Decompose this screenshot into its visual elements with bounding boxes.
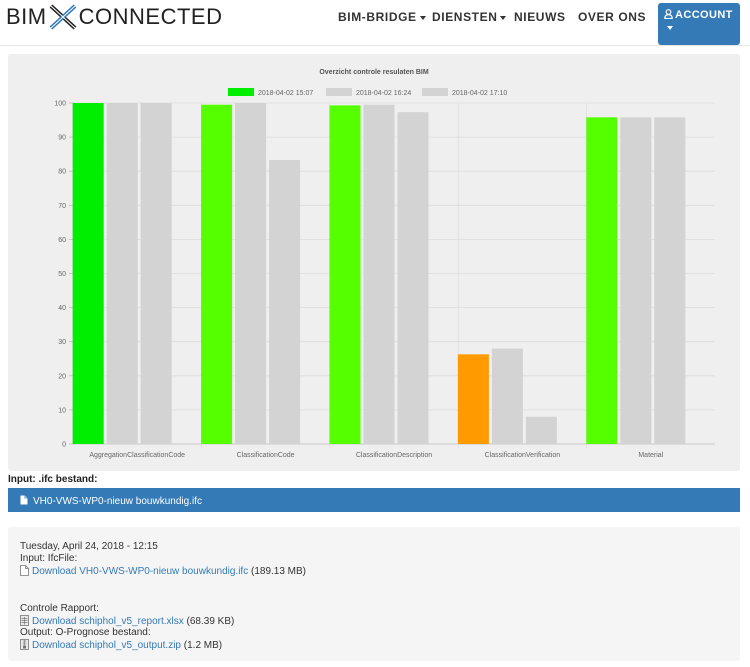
bar-4-0 xyxy=(586,117,618,445)
results-bar-chart: Overzicht controle resulaten BIM 2018-04-… xyxy=(54,69,715,459)
bar-2-2 xyxy=(397,112,429,444)
output-file-size: (1.2 MB) xyxy=(183,640,223,651)
legend-label-2: 2018-04-02 16:24 xyxy=(356,90,411,97)
result-info-panel: Tuesday, April 24, 2018 - 12:15 Input: I… xyxy=(8,527,740,661)
y-tick-label: 70 xyxy=(58,203,66,210)
x-tick-label: ClassificationVerification xyxy=(485,452,561,459)
nav-nieuws[interactable]: NIEUWS xyxy=(514,10,566,24)
y-tick-label: 60 xyxy=(58,237,66,244)
report-download-row: Download schiphol_v5_report.xlsx (68.39 … xyxy=(20,615,234,630)
bar-0-1 xyxy=(106,103,138,444)
bar-2-0 xyxy=(329,105,361,445)
chevron-down-icon xyxy=(667,26,673,31)
ifc-file-label: Input: IfcFile: xyxy=(20,553,78,564)
bar-1-0 xyxy=(201,104,233,444)
nav-bim-bridge-label: BIM-BRIDGE xyxy=(338,10,417,24)
output-download-link[interactable]: Download schiphol_v5_output.zip xyxy=(32,640,181,651)
x-tick-label: ClassificationCode xyxy=(237,452,295,459)
bar-3-1 xyxy=(491,348,523,444)
output-download-row: Download schiphol_v5_output.zip (1.2 MB) xyxy=(20,639,222,654)
account-label: ACCOUNT xyxy=(675,9,733,21)
user-icon xyxy=(664,9,673,22)
y-tick-label: 50 xyxy=(58,271,66,278)
nav-diensten[interactable]: DIENSTEN xyxy=(432,10,507,24)
account-dropdown-button[interactable]: ACCOUNT xyxy=(658,3,740,45)
nav-nieuws-label: NIEUWS xyxy=(514,10,566,24)
y-tick-label: 20 xyxy=(58,373,66,380)
y-tick-label: 90 xyxy=(58,135,66,142)
chevron-down-icon xyxy=(419,15,426,20)
result-date: Tuesday, April 24, 2018 - 12:15 xyxy=(20,541,158,552)
ifc-download-row: Download VH0-VWS-WP0-nieuw bouwkundig.if… xyxy=(20,565,306,580)
nav-over-ons[interactable]: OVER ONS xyxy=(578,10,646,24)
legend-swatch-2 xyxy=(326,88,352,96)
output-label: Output: O-Prognose bestand: xyxy=(20,627,151,638)
bar-4-1 xyxy=(620,117,652,445)
y-tick-label: 10 xyxy=(58,407,66,414)
ifc-download-link[interactable]: Download VH0-VWS-WP0-nieuw bouwkundig.if… xyxy=(32,566,249,577)
logo-x-icon xyxy=(48,4,78,30)
nav-bim-bridge[interactable]: BIM-BRIDGE xyxy=(338,10,426,24)
navbar: BIM CONNECTED BIM-BRIDGE DIENSTEN NIEUWS… xyxy=(0,0,750,46)
report-download-link[interactable]: Download schiphol_v5_report.xlsx xyxy=(32,616,184,627)
legend-swatch-3 xyxy=(422,88,448,96)
bar-4-2 xyxy=(654,117,686,445)
bar-0-2 xyxy=(140,103,172,444)
report-label: Controle Rapport: xyxy=(20,603,99,614)
file-icon xyxy=(20,565,29,580)
bar-0-0 xyxy=(72,103,104,444)
chart-panel: Overzicht controle resulaten BIM 2018-04-… xyxy=(8,54,740,471)
bar-3-0 xyxy=(457,354,489,444)
input-file-name: VH0-VWS-WP0-nieuw bouwkundig.ifc xyxy=(33,496,202,507)
report-file-size: (68.39 KB) xyxy=(186,616,235,627)
archive-file-icon xyxy=(20,639,29,654)
input-ifc-label: Input: .ifc bestand: xyxy=(8,474,98,485)
bar-2-1 xyxy=(363,104,395,444)
x-tick-label: Material xyxy=(638,452,663,459)
bar-3-2 xyxy=(525,416,557,444)
legend-label-3: 2018-04-02 17:10 xyxy=(452,90,507,97)
spreadsheet-file-icon xyxy=(20,615,29,630)
chart-title: Overzicht controle resulaten BIM xyxy=(319,69,428,76)
bar-1-2 xyxy=(269,159,301,444)
logo[interactable]: BIM CONNECTED xyxy=(6,4,222,30)
logo-text-bim: BIM xyxy=(6,4,47,29)
input-file-bar[interactable]: VH0-VWS-WP0-nieuw bouwkundig.ifc xyxy=(8,488,740,512)
y-tick-label: 30 xyxy=(58,339,66,346)
y-tick-label: 100 xyxy=(54,101,66,108)
x-tick-label: AggregationClassificationCode xyxy=(89,452,185,459)
nav-diensten-label: DIENSTEN xyxy=(432,10,498,24)
nav-over-ons-label: OVER ONS xyxy=(578,10,647,24)
y-tick-label: 40 xyxy=(58,305,66,312)
x-tick-label: ClassificationDescription xyxy=(356,452,432,459)
file-icon xyxy=(20,495,28,508)
chevron-down-icon xyxy=(500,15,507,20)
bar-1-1 xyxy=(235,103,267,444)
ifc-file-size: (189.13 MB) xyxy=(250,566,307,577)
y-tick-label: 0 xyxy=(62,442,66,449)
y-tick-label: 80 xyxy=(58,169,66,176)
logo-text-connected: CONNECTED xyxy=(78,4,223,29)
legend-swatch-1 xyxy=(228,88,254,96)
legend-label-1: 2018-04-02 15:07 xyxy=(258,90,313,97)
